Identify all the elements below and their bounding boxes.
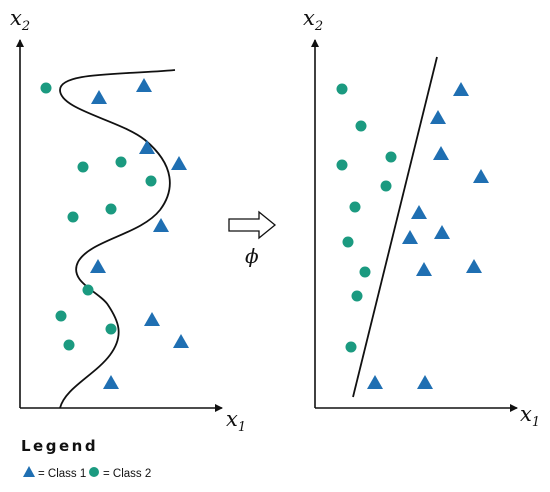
class-1-triangle xyxy=(430,110,446,124)
right-x-axis-label: x1 xyxy=(520,402,540,430)
class-1-triangle xyxy=(103,375,119,389)
right-y-axis-subscript: 2 xyxy=(314,19,323,34)
class-2-circle xyxy=(63,339,75,351)
mapping-arrow: ϕ xyxy=(228,210,277,268)
class-1-triangle xyxy=(473,169,489,183)
class-1-triangle xyxy=(153,218,169,232)
legend-class-1-triangle-icon xyxy=(23,466,35,477)
class-2-circle xyxy=(355,120,367,132)
class-1-triangle xyxy=(91,90,107,104)
class-2-circle xyxy=(105,203,117,215)
class-1-triangle xyxy=(433,146,449,160)
nonlinear-decision-boundary xyxy=(59,69,176,409)
class-2-circle xyxy=(351,290,363,302)
legend-class-2-label: = Class 2 xyxy=(103,468,151,480)
left-y-axis-subscript: 2 xyxy=(21,19,30,34)
class-2-circle xyxy=(359,266,371,278)
class-2-circle xyxy=(77,161,89,173)
class-1-triangle xyxy=(139,140,155,154)
class-1-triangle xyxy=(171,156,187,170)
left-x-axis-subscript: 1 xyxy=(238,420,246,435)
left-class-2-points xyxy=(40,82,157,351)
class-2-circle xyxy=(385,151,397,163)
legend-class-2-circle-icon xyxy=(89,467,99,477)
class-2-circle xyxy=(67,211,79,223)
class-2-circle xyxy=(40,82,52,94)
class-2-circle xyxy=(342,236,354,248)
class-1-triangle xyxy=(416,262,432,276)
class-1-triangle xyxy=(466,259,482,273)
legend-class-1-label: = Class 1 xyxy=(38,468,86,480)
class-2-circle xyxy=(55,310,67,322)
class-2-circle xyxy=(336,159,348,171)
right-panel: x2 x1 xyxy=(303,6,540,430)
class-2-circle xyxy=(145,175,157,187)
class-2-circle xyxy=(345,341,357,353)
legend-title: Legend xyxy=(21,437,98,455)
class-2-circle xyxy=(336,83,348,95)
left-class-1-points xyxy=(90,78,189,389)
right-x-axis-subscript: 1 xyxy=(532,415,540,430)
left-panel: x2 x1 xyxy=(10,6,246,435)
class-2-circle xyxy=(105,323,117,335)
class-2-circle xyxy=(380,180,392,192)
class-1-triangle xyxy=(411,205,427,219)
right-class-1-points xyxy=(367,82,489,389)
left-x-axis-label: x1 xyxy=(226,407,246,435)
hollow-right-arrow-icon xyxy=(228,210,277,240)
class-2-circle xyxy=(115,156,127,168)
linear-decision-boundary xyxy=(352,56,438,398)
class-1-triangle xyxy=(434,225,450,239)
right-y-axis-label: x2 xyxy=(303,6,323,34)
class-1-triangle xyxy=(453,82,469,96)
class-1-triangle xyxy=(144,312,160,326)
legend: Legend = Class 1 = Class 2 xyxy=(21,437,151,480)
class-2-circle xyxy=(349,201,361,213)
class-1-triangle xyxy=(173,334,189,348)
class-2-circle xyxy=(82,284,94,296)
class-1-triangle xyxy=(136,78,152,92)
class-1-triangle xyxy=(367,375,383,389)
class-1-triangle xyxy=(417,375,433,389)
right-class-2-points xyxy=(336,83,397,353)
phi-symbol: ϕ xyxy=(245,244,259,268)
class-1-triangle xyxy=(402,230,418,244)
left-y-axis-label: x2 xyxy=(10,6,30,34)
class-1-triangle xyxy=(90,259,106,273)
